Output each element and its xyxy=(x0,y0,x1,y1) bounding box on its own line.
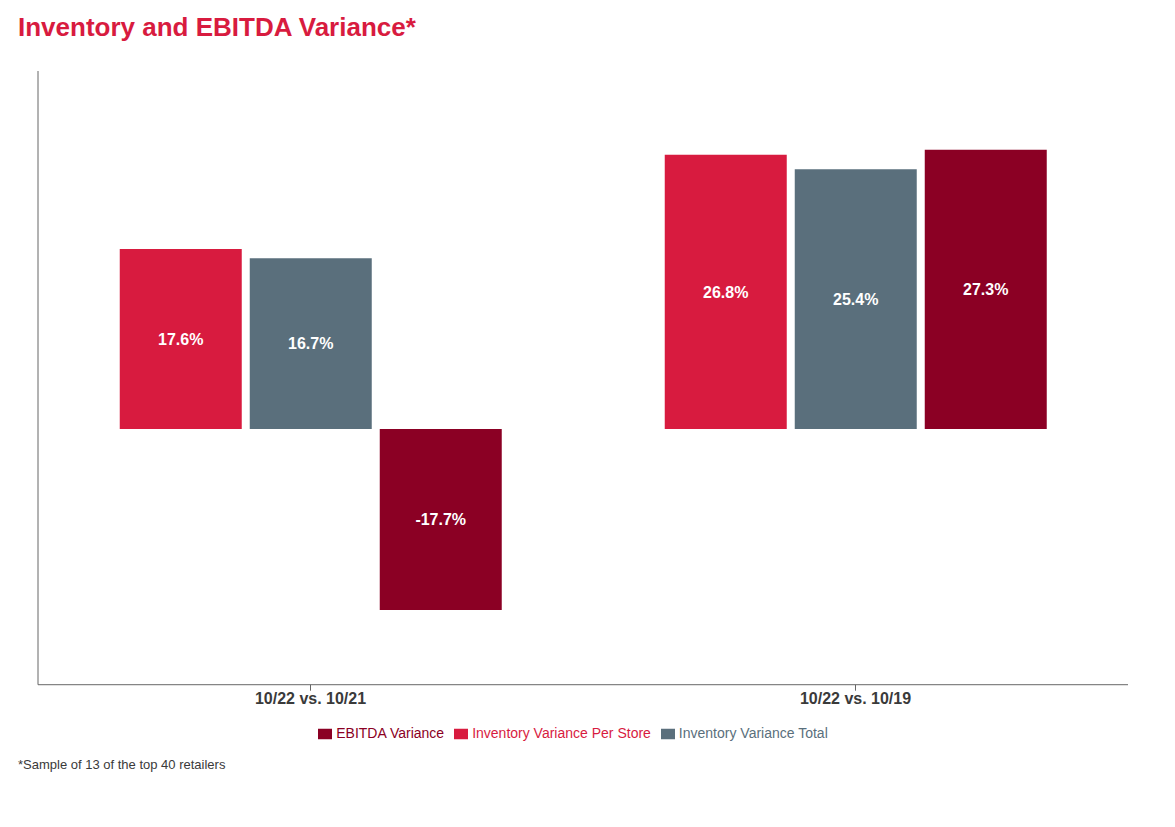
html-text:Inventory Variance Total: Inventory Variance Total xyxy=(678,724,828,741)
html-text:Inventory and EBITDA Variance*: Inventory and EBITDA Variance* xyxy=(18,12,416,42)
svg-text:27.3%: 27.3% xyxy=(963,281,1008,298)
svg-text:17.6%: 17.6% xyxy=(158,331,203,348)
svg-text:10/22 vs. 10/21: 10/22 vs. 10/21 xyxy=(255,690,366,707)
svg-text:26.8%: 26.8% xyxy=(703,284,748,301)
svg-text:25.4%: 25.4% xyxy=(833,291,878,308)
svg-text:16.7%: 16.7% xyxy=(288,335,333,352)
html-text:*Sample of 13 of the top 40 re: *Sample of 13 of the top 40 retailers xyxy=(18,757,226,772)
svg-text:10/22 vs. 10/19: 10/22 vs. 10/19 xyxy=(800,690,911,707)
svg-text:-17.7%: -17.7% xyxy=(415,511,466,528)
html-text:Inventory Variance Per Store: Inventory Variance Per Store xyxy=(472,724,651,741)
html-text:EBITDA Variance: EBITDA Variance xyxy=(336,724,445,741)
